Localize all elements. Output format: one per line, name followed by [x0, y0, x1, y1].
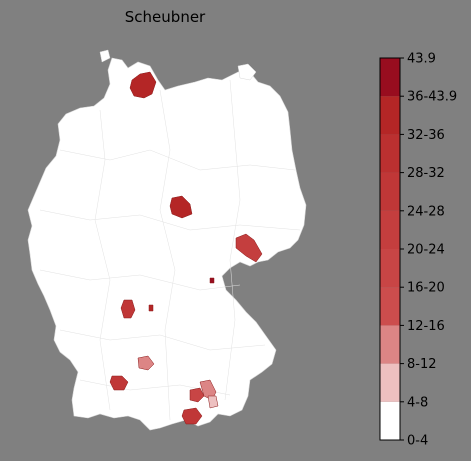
region-swabia-central [137, 355, 155, 371]
island-ruegen [237, 63, 257, 81]
colorbar-swatch-4 [380, 249, 400, 288]
region-swabia-west [109, 375, 129, 391]
district-boundaries [39, 79, 301, 421]
region-palatinate [120, 299, 136, 319]
region-bavaria-south-east [189, 387, 205, 403]
region-saxony-east [235, 233, 263, 263]
colorbar-tick-label: 28-32 [407, 166, 445, 181]
region-palatinate-small [148, 304, 154, 312]
colorbar-tick-label: 43.9 [407, 52, 436, 67]
colorbar-tick-label: 8-12 [407, 357, 437, 372]
region-thuringia-central [169, 195, 193, 219]
colorbar-swatch-1 [380, 363, 400, 402]
colorbar-swatch-2 [380, 325, 400, 364]
colorbar-swatches [380, 58, 400, 440]
colorbar-tick-label: 12-16 [407, 319, 445, 334]
map-title: Scheubner [124, 8, 206, 26]
region-saxony-border-dot [209, 277, 215, 284]
colorbar-tick-label: 4-8 [407, 395, 428, 410]
colorbar-swatch-5 [380, 210, 400, 249]
colorbar-tick-label: 16-20 [407, 281, 445, 296]
colorbar-swatch-6 [380, 172, 400, 211]
colorbar-ticks: 0-4 4-8 8-12 12-16 16-20 20-24 24-28 28-32 32-36… [400, 52, 457, 449]
region-schleswig-north [129, 71, 157, 99]
colorbar-tick-label: 32-36 [407, 128, 445, 143]
colorbar-tick-label: 20-24 [407, 243, 445, 258]
colorbar-swatch-3 [380, 287, 400, 326]
colorbar-swatch-0 [380, 401, 400, 440]
colorbar-swatch-7 [380, 134, 400, 173]
colorbar-tick-label: 24-28 [407, 204, 445, 219]
region-bavaria-south-east-lighter [207, 395, 219, 409]
colorbar-tick-label: 36-43.9 [407, 90, 457, 105]
colorbar-swatch-9 [380, 58, 400, 97]
region-bavaria-south-west [181, 407, 203, 425]
colorbar-tick-label: 0-4 [407, 434, 428, 449]
island-fehmarn [99, 49, 111, 63]
colorbar-swatch-8 [380, 96, 400, 135]
germany-outline [27, 57, 307, 431]
